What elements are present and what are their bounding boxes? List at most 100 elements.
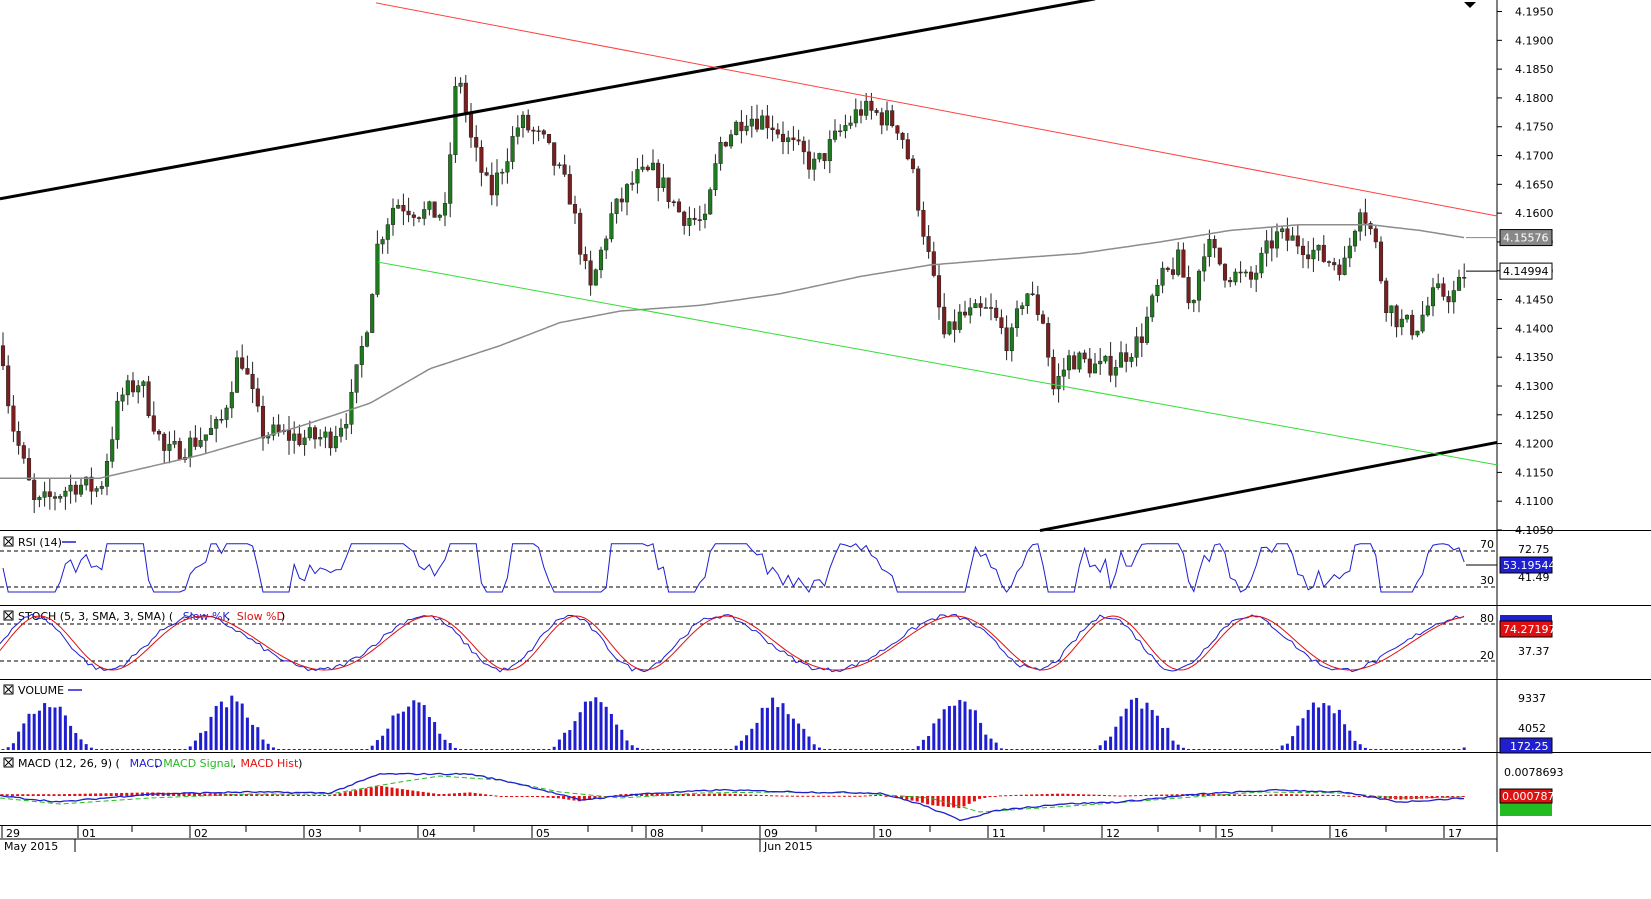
macd-hist-bar: [525, 796, 529, 797]
macd-hist-bar: [265, 794, 269, 796]
macd-hist-bar: [1326, 794, 1330, 796]
macd-legend-macd: MACD: [130, 757, 163, 770]
macd-hist-bar: [270, 794, 274, 796]
candle-body: [895, 125, 900, 134]
candle-body: [42, 491, 47, 498]
volume-bar: [74, 733, 78, 750]
macd-hist-bar: [504, 796, 508, 797]
price-tick-label: 4.1200: [1515, 438, 1554, 451]
macd-hist-bar: [1045, 793, 1049, 796]
volume-bar: [1405, 749, 1409, 750]
macd-hist-bar: [858, 795, 862, 797]
day-label: 04: [422, 827, 436, 840]
price-tick-label: 4.1650: [1515, 178, 1554, 191]
candle-body: [78, 484, 84, 495]
volume-bar: [833, 749, 837, 750]
macd-hist-bar: [94, 793, 98, 796]
volume-bar: [79, 739, 83, 750]
volume-bar: [1057, 749, 1061, 750]
stoch-close-icon: [4, 611, 13, 620]
candle-body: [1337, 264, 1342, 275]
macd-hist-bar: [452, 793, 456, 796]
volume-bar: [1228, 749, 1232, 750]
macd-hist-bar: [1352, 796, 1356, 797]
candle-body: [505, 161, 510, 173]
candle-body: [884, 110, 890, 126]
candle-body: [120, 394, 125, 402]
candle-body: [775, 129, 780, 135]
volume-bar: [1259, 749, 1263, 750]
volume-bar: [781, 703, 785, 750]
macd-hist-bar: [1082, 794, 1086, 796]
macd-hist-bar: [317, 794, 321, 796]
macd-hist-bar: [1154, 794, 1158, 796]
macd-hist-bar: [1050, 793, 1054, 796]
volume-bar: [1270, 749, 1274, 750]
candle-body: [1269, 240, 1274, 249]
rsi-axis-label-bottom: 41.49: [1518, 571, 1550, 584]
volume-bar: [1025, 749, 1029, 750]
candle-body: [437, 214, 442, 218]
candle-body: [162, 433, 167, 451]
volume-bar: [136, 749, 140, 750]
volume-bar: [516, 749, 520, 750]
macd-hist-bar: [1128, 795, 1132, 797]
day-label: 09: [764, 827, 778, 840]
volume-bar: [1155, 715, 1159, 750]
candle-body: [1233, 271, 1238, 283]
volume-bar: [100, 749, 104, 750]
volume-bar: [1223, 749, 1227, 750]
volume-bar: [157, 749, 161, 750]
candle-body: [1399, 318, 1404, 328]
volume-bar: [485, 749, 489, 750]
macd-hist-bar: [291, 794, 295, 796]
macd-hist-bar: [707, 793, 711, 796]
candle-body: [1217, 247, 1222, 265]
candle-body: [240, 357, 245, 369]
macd-hist-bar: [437, 794, 441, 796]
price-tick-label: 4.1800: [1515, 92, 1554, 105]
macd-hist-bar: [1227, 794, 1231, 796]
candle-body: [1046, 323, 1051, 358]
volume-bar: [511, 749, 515, 750]
volume-bar: [11, 743, 15, 750]
macd-hist-bar: [1243, 794, 1247, 796]
candle-body: [47, 491, 52, 497]
volume-bar: [365, 749, 369, 750]
candle-body: [1321, 244, 1326, 262]
macd-hist-bar: [187, 793, 191, 796]
macd-hist-bar: [827, 795, 831, 797]
macd-hist-bar: [998, 795, 1002, 797]
volume-bar: [297, 749, 301, 750]
moving-average-line: [0, 223, 1465, 479]
macd-hist-bar: [863, 795, 867, 797]
macd-hist-bar: [307, 794, 311, 796]
macd-hist-bar: [198, 793, 202, 796]
candle-body: [947, 321, 952, 335]
volume-bar: [433, 722, 437, 750]
candle-body: [52, 496, 58, 499]
volume-bar: [240, 703, 244, 750]
volume-bar: [438, 733, 442, 750]
candle-body: [921, 210, 926, 237]
macd-hist-bar: [1238, 794, 1242, 796]
stoch-legend-sep: ,: [227, 610, 231, 623]
macd-hist-bar: [598, 796, 602, 798]
volume-bar: [1067, 749, 1071, 750]
candle-body: [312, 427, 318, 440]
volume-bar: [599, 702, 603, 750]
candle-body: [1316, 244, 1321, 251]
volume-bar: [84, 744, 88, 750]
candle-body: [84, 476, 89, 486]
candle-body: [791, 137, 796, 141]
volume-bar: [745, 735, 749, 750]
candle-body: [479, 147, 484, 173]
candle-body: [1009, 327, 1014, 352]
macd-hist-bar: [1430, 796, 1434, 799]
volume-bar: [568, 730, 572, 750]
candle-body: [1389, 305, 1394, 314]
volume-bar: [1379, 749, 1383, 750]
volume-bar: [979, 722, 983, 750]
volume-bar: [615, 724, 619, 750]
volume-bar: [1353, 740, 1357, 750]
